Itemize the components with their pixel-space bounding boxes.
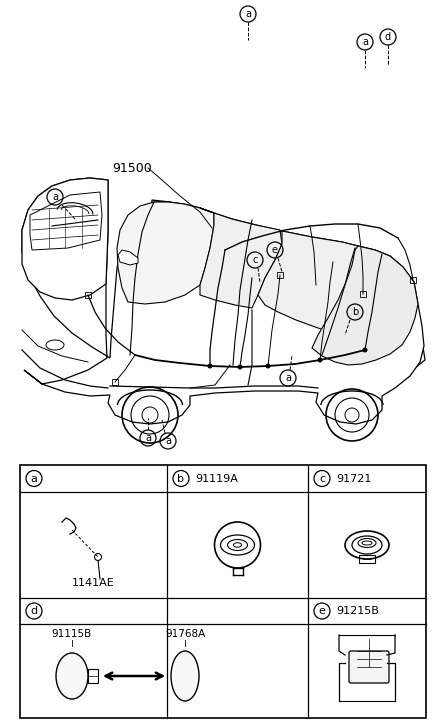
Text: d: d (385, 32, 391, 42)
Circle shape (318, 358, 322, 363)
Text: a: a (285, 373, 291, 383)
Text: 91500: 91500 (112, 161, 152, 174)
Polygon shape (258, 231, 395, 340)
Bar (20, 465, 426, 718)
Circle shape (207, 364, 212, 369)
Text: a: a (52, 192, 58, 202)
Text: b: b (178, 473, 185, 483)
Text: c: c (252, 255, 258, 265)
Text: d: d (30, 606, 37, 616)
Polygon shape (30, 192, 102, 250)
Text: e: e (272, 245, 278, 255)
Text: 91215B: 91215B (336, 606, 379, 616)
Text: a: a (145, 433, 151, 443)
Bar (410, 277, 416, 283)
Polygon shape (22, 178, 108, 300)
Bar (112, 379, 118, 385)
Ellipse shape (56, 653, 88, 699)
Polygon shape (142, 200, 425, 380)
Polygon shape (118, 250, 138, 265)
FancyBboxPatch shape (349, 651, 389, 683)
Text: 91115B: 91115B (52, 629, 92, 639)
Text: b: b (352, 307, 358, 317)
Text: a: a (31, 473, 37, 483)
Polygon shape (117, 202, 214, 304)
Text: a: a (245, 9, 251, 19)
Text: 91768A: 91768A (165, 629, 205, 639)
Circle shape (363, 348, 368, 353)
Bar (85, 292, 91, 298)
Circle shape (265, 364, 271, 369)
Bar (88, 669, 98, 683)
Text: 91119A: 91119A (195, 473, 238, 483)
Text: a: a (362, 37, 368, 47)
Ellipse shape (171, 651, 199, 701)
Polygon shape (200, 208, 282, 308)
Text: a: a (165, 436, 171, 446)
Bar (359, 555, 375, 563)
Text: c: c (319, 473, 325, 483)
Polygon shape (312, 246, 418, 365)
Text: 91721: 91721 (336, 473, 372, 483)
Text: e: e (318, 606, 326, 616)
Text: 1141AE: 1141AE (72, 578, 115, 588)
Polygon shape (22, 178, 424, 424)
Circle shape (238, 364, 243, 369)
Bar (360, 291, 366, 297)
Bar (277, 272, 283, 278)
